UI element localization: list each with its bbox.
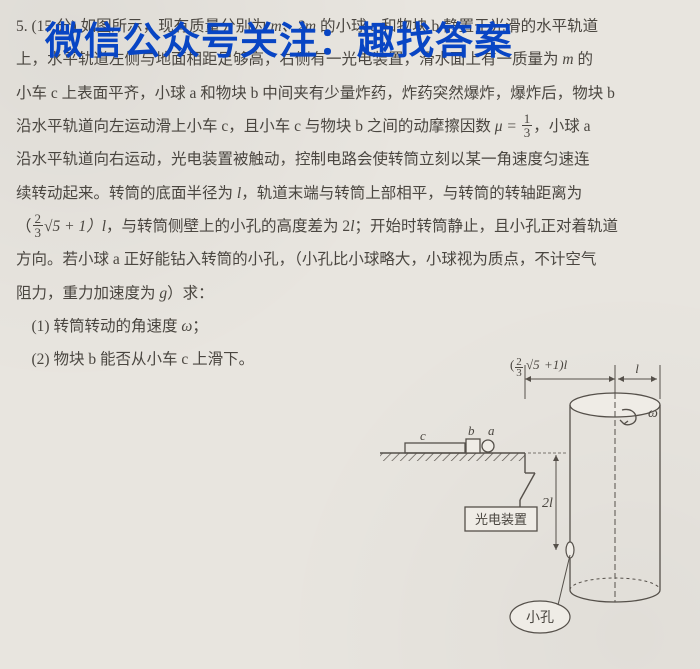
line-9b: g	[159, 285, 167, 302]
svg-text:3: 3	[516, 367, 522, 379]
line-2c: 的	[574, 51, 593, 68]
watermark-overlay: 微信公众号关注：趣找答案	[45, 10, 513, 65]
hole-label: 小孔	[510, 555, 570, 633]
question-1c: ；	[192, 318, 208, 335]
svg-text:l: l	[635, 361, 639, 376]
line-7a: （	[16, 218, 32, 235]
line-9c: ）求：	[167, 285, 214, 302]
svg-text:c: c	[420, 428, 426, 443]
line-8: 方向。若小球 a 正好能钻入转筒的小孔，（小孔比小球略大，小球视为质点，不计空气	[16, 243, 672, 276]
line-7b: √5 + 1）l	[44, 218, 106, 235]
line-9a: 阻力，重力加速度为	[16, 285, 159, 302]
fraction-coef: 23	[33, 212, 44, 240]
svg-text:小孔: 小孔	[526, 610, 554, 626]
line-6a: 续转动起来。转筒的底面半径为	[16, 185, 237, 202]
line-4b: μ =	[495, 118, 521, 135]
svg-text:a: a	[488, 423, 495, 438]
svg-text:2l: 2l	[542, 496, 553, 511]
svg-text:√5: √5	[526, 357, 540, 372]
line-7e: ；开始时转筒静止，且小孔正对着轨道	[355, 218, 619, 235]
top-dimension: l ( 2 3 √5 +1)l	[510, 356, 660, 399]
line-6c: ，轨道末端与转筒上部相平，与转筒的转轴距离为	[241, 185, 582, 202]
height-dimension: 2l	[528, 453, 568, 550]
line-4c: ，小球 a	[533, 118, 590, 135]
line-3: 小车 c 上表面平齐，小球 a 和物块 b 中间夹有少量炸药，炸药突然爆炸，爆炸…	[16, 77, 672, 110]
line-2b: m	[562, 51, 573, 68]
line-4a: 沿水平轨道向左运动滑上小车 c，且小车 c 与物块 b 之间的动摩擦因数	[16, 118, 495, 135]
cylinder: ω	[566, 393, 660, 602]
svg-text:(: (	[510, 357, 514, 372]
question-1a: (1) 转筒转动的角速度	[32, 318, 182, 335]
svg-text:+1)l: +1)l	[544, 357, 568, 372]
svg-text:光电装置: 光电装置	[475, 512, 527, 527]
svg-text:ω: ω	[648, 406, 658, 421]
line-5: 沿水平轨道向右运动，光电装置被触动，控制电路会使转筒立刻以某一角速度匀速连	[16, 143, 672, 176]
problem-number: 5.	[16, 18, 28, 35]
question-1b: ω	[181, 318, 192, 335]
line-7c: ，与转筒侧壁上的小孔的高度差为 2	[106, 218, 350, 235]
fraction-mu: 13	[522, 112, 533, 140]
objects: c b a	[405, 423, 495, 453]
diagram-figure: l ( 2 3 √5 +1)l ω	[370, 355, 670, 645]
device-box: 光电装置	[465, 507, 537, 531]
svg-text:b: b	[468, 423, 475, 438]
